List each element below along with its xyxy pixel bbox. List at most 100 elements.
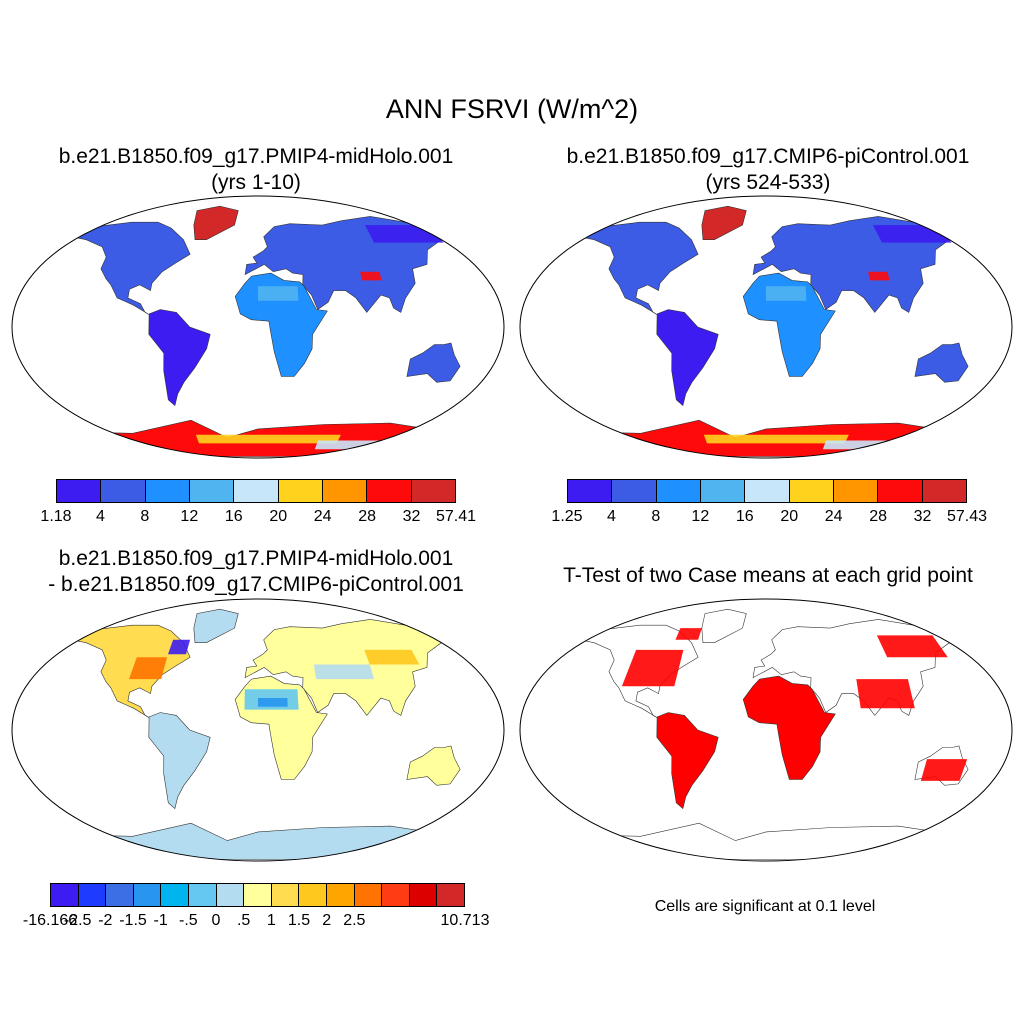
colorbar-swatch — [145, 480, 190, 502]
map-midholo — [11, 195, 505, 459]
colorbar-swatch — [299, 884, 327, 906]
colorbar-swatch — [656, 480, 701, 502]
colorbar-swatch — [234, 480, 279, 502]
colorbar-midholo-labels: 1.18 4 8 12 16 20 24 28 32 57.41 — [40, 508, 476, 528]
colorbar-midholo — [56, 479, 456, 503]
continent-northAmerica — [70, 221, 191, 316]
panel-title-line: T-Test of two Case means at each grid po… — [563, 564, 973, 587]
colorbar-tick-label: 0 — [211, 912, 221, 929]
colorbar-tick-label: 24 — [824, 508, 843, 525]
panel-title-line: (yrs 1-10) — [211, 171, 301, 194]
field-region — [168, 639, 191, 655]
field-region — [920, 759, 968, 781]
colorbar-swatch — [326, 884, 355, 906]
colorbar-tick-label: -16.166 — [22, 912, 78, 929]
map-border — [519, 598, 1013, 862]
colorbar-tick-label: 4 — [606, 508, 616, 525]
map-difference — [11, 598, 505, 862]
colorbar-tick-label: -2 — [98, 912, 113, 929]
panel-title-midholo: b.e21.B1850.f09_g17.PMIP4-midHolo.001 (y… — [6, 144, 506, 196]
colorbar-tick-label: 2 — [322, 912, 332, 929]
continent-australia — [406, 342, 461, 383]
field-region — [621, 649, 684, 687]
continent-greenland — [193, 205, 239, 241]
colorbar-tick-label: .5 — [236, 912, 251, 929]
colorbar-swatch — [568, 480, 613, 502]
colorbar-tick-label: 32 — [402, 508, 421, 525]
panel-title-difference: b.e21.B1850.f09_g17.PMIP4-midHolo.001 - … — [6, 546, 506, 598]
colorbar-tick-label: 8 — [651, 508, 661, 525]
colorbar-swatch — [382, 884, 410, 906]
continent-australia — [914, 342, 969, 383]
colorbar-tick-label: 10.713 — [440, 912, 490, 929]
map-border — [519, 195, 1013, 459]
colorbar-tick-label: 1.18 — [40, 508, 72, 525]
colorbar-tick-label: 1.5 — [287, 912, 311, 929]
colorbar-tick-label: 57.41 — [435, 508, 477, 525]
colorbar-swatch — [700, 480, 746, 502]
colorbar-swatch — [106, 884, 134, 906]
continent-antarctica — [67, 822, 449, 860]
field-region — [258, 698, 288, 707]
colorbar-swatch — [789, 480, 834, 502]
map-border — [11, 598, 505, 862]
colorbar-tick-label: 24 — [313, 508, 332, 525]
map-border — [11, 195, 505, 459]
continent-southAmerica — [148, 712, 211, 810]
colorbar-tick-label: 12 — [691, 508, 710, 525]
colorbar-swatch — [922, 480, 966, 502]
colorbar-swatch — [367, 480, 412, 502]
colorbar-tick-label: 16 — [224, 508, 243, 525]
panel-title-ttest: T-Test of two Case means at each grid po… — [518, 563, 1018, 589]
field-region — [868, 271, 890, 281]
field-region — [195, 434, 341, 444]
colorbar-tick-label: 1.25 — [551, 508, 583, 525]
colorbar-tick-label: 20 — [269, 508, 288, 525]
colorbar-swatch — [278, 480, 323, 502]
colorbar-tick-label: 8 — [140, 508, 150, 525]
colorbar-tick-label: -.5 — [178, 912, 198, 929]
field-region — [766, 286, 807, 301]
continent-antarctica — [575, 822, 957, 860]
colorbar-swatch — [133, 884, 162, 906]
colorbar-swatch — [161, 884, 189, 906]
colorbar-tick-label: 12 — [180, 508, 199, 525]
panel-title-picontrol: b.e21.B1850.f09_g17.CMIP6-piControl.001 … — [518, 144, 1018, 196]
colorbar-swatch — [216, 884, 245, 906]
colorbar-swatch — [745, 480, 790, 502]
colorbar-swatch — [409, 884, 438, 906]
colorbar-swatch — [878, 480, 923, 502]
colorbar-tick-label: 1 — [266, 912, 276, 929]
field-region — [258, 286, 299, 301]
colorbar-tick-label: 4 — [95, 508, 105, 525]
colorbar-tick-label: 16 — [735, 508, 754, 525]
continent-greenland — [193, 608, 239, 644]
colorbar-picontrol — [567, 479, 967, 503]
panel-title-line: b.e21.B1850.f09_g17.PMIP4-midHolo.001 — [58, 145, 454, 168]
colorbar-tick-label: 2.5 — [343, 912, 366, 929]
colorbar-tick-label: -1.5 — [119, 912, 147, 929]
continent-greenland — [701, 608, 747, 644]
colorbar-tick-label: -1 — [153, 912, 168, 929]
continent-australia — [406, 745, 461, 786]
field-region — [876, 635, 948, 658]
colorbar-swatch — [354, 884, 383, 906]
map-ttest — [519, 598, 1013, 862]
colorbar-picontrol-labels: 1.25 4 8 12 16 20 24 28 32 57.43 — [551, 508, 987, 528]
continent-greenland — [701, 205, 747, 241]
panel-title-line: b.e21.B1850.f09_g17.CMIP6-piControl.001 — [566, 145, 970, 168]
colorbar-swatch — [57, 480, 102, 502]
colorbar-tick-label: 28 — [869, 508, 888, 525]
field-region — [129, 657, 168, 680]
field-region — [364, 649, 420, 665]
colorbar-tick-label: 20 — [780, 508, 799, 525]
map-picontrol — [519, 195, 1013, 459]
colorbar-swatch — [411, 480, 455, 502]
colorbar-tick-label: -2.5 — [63, 912, 92, 929]
colorbar-swatch — [101, 480, 146, 502]
panel-title-line: - b.e21.B1850.f09_g17.CMIP6-piControl.00… — [48, 573, 464, 596]
colorbar-swatch — [188, 884, 217, 906]
colorbar-swatch — [271, 884, 300, 906]
field-region — [703, 434, 849, 444]
field-region — [360, 271, 382, 281]
